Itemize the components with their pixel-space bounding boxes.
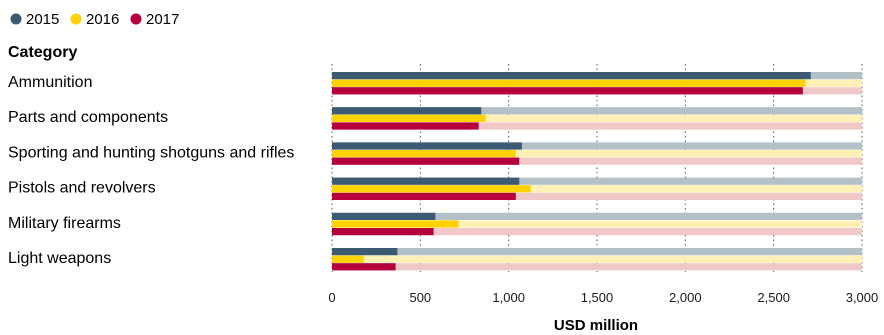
bar-track-2015-light-weapons	[332, 248, 862, 256]
category-label-sporting-and-hunting-shotguns-and-rifles: Sporting and hunting shotguns and rifles	[8, 144, 294, 161]
bar-track-2016-parts-and-components	[332, 114, 862, 122]
bar-2016-light-weapons	[332, 255, 364, 263]
bar-2016-pistols-and-revolvers	[332, 185, 531, 193]
bar-2016-sporting-and-hunting-shotguns-and-rifles	[332, 150, 516, 158]
bar-2017-light-weapons	[332, 263, 396, 271]
bar-2016-military-firearms	[332, 220, 459, 228]
bar-2015-parts-and-components	[332, 107, 482, 115]
bar-2017-pistols-and-revolvers	[332, 192, 516, 200]
legend-label-2016: 2016	[86, 11, 119, 28]
category-labels: Ammunition Parts and components Sporting a…	[8, 74, 294, 267]
bar-2017-military-firearms	[332, 228, 434, 236]
bar-track-2017-light-weapons	[332, 263, 862, 271]
x-tick-label-5: 2,500	[757, 290, 790, 305]
bar-2015-light-weapons	[332, 248, 398, 256]
bar-2015-ammunition	[332, 72, 811, 80]
x-tick-label-4: 2,000	[669, 290, 702, 305]
legend-marker-2016	[70, 13, 82, 25]
legend-item-2017: 2017	[130, 11, 179, 28]
bar-track-2016-pistols-and-revolvers	[332, 185, 862, 193]
legend-item-2016: 2016	[70, 11, 119, 28]
bar-track-2015-sporting-and-hunting-shotguns-and-rifles	[332, 142, 862, 150]
bar-2015-pistols-and-revolvers	[332, 177, 520, 185]
legend: 2015 2016 2017	[10, 11, 179, 28]
bar-2016-parts-and-components	[332, 114, 486, 122]
bar-track-2017-military-firearms	[332, 228, 862, 236]
bar-track-2017-pistols-and-revolvers	[332, 192, 862, 200]
category-label-ammunition: Ammunition	[8, 74, 92, 91]
gridlines	[331, 64, 863, 272]
x-axis-ticks: 0 500 1,000 1,500 2,000 2,500 3,000	[328, 290, 878, 305]
category-label-parts-and-components: Parts and components	[8, 109, 168, 126]
bar-track-2015-pistols-and-revolvers	[332, 177, 862, 185]
x-tick-label-3: 1,500	[581, 290, 614, 305]
bar-2016-ammunition	[332, 79, 806, 87]
bars	[332, 72, 862, 271]
bar-2017-parts-and-components	[332, 122, 479, 130]
bar-2017-sporting-and-hunting-shotguns-and-rifles	[332, 157, 520, 165]
x-axis-title: USD million	[554, 317, 638, 334]
category-label-light-weapons: Light weapons	[8, 250, 111, 267]
bar-track-2016-military-firearms	[332, 220, 862, 228]
category-header: Category	[8, 44, 77, 61]
x-tick-label-1: 500	[409, 290, 431, 305]
bar-track-2017-sporting-and-hunting-shotguns-and-rifles	[332, 157, 862, 165]
bar-track-2016-light-weapons	[332, 255, 862, 263]
bar-track-2016-sporting-and-hunting-shotguns-and-rifles	[332, 150, 862, 158]
x-tick-label-6: 3,000	[846, 290, 879, 305]
legend-label-2015: 2015	[26, 11, 59, 28]
bar-track-2015-parts-and-components	[332, 107, 862, 115]
category-label-military-firearms: Military firearms	[8, 215, 121, 232]
bar-track-2017-parts-and-components	[332, 122, 862, 130]
bar-track-2015-military-firearms	[332, 212, 862, 220]
x-tick-label-0: 0	[328, 290, 335, 305]
bar-2017-ammunition	[332, 87, 803, 95]
legend-marker-2017	[130, 13, 142, 25]
legend-item-2015: 2015	[10, 11, 59, 28]
x-tick-label-2: 1,000	[492, 290, 525, 305]
legend-label-2017: 2017	[146, 11, 179, 28]
legend-marker-2015	[10, 13, 22, 25]
bar-2015-military-firearms	[332, 212, 436, 220]
category-label-pistols-and-revolvers: Pistols and revolvers	[8, 180, 156, 197]
bar-2015-sporting-and-hunting-shotguns-and-rifles	[332, 142, 522, 150]
